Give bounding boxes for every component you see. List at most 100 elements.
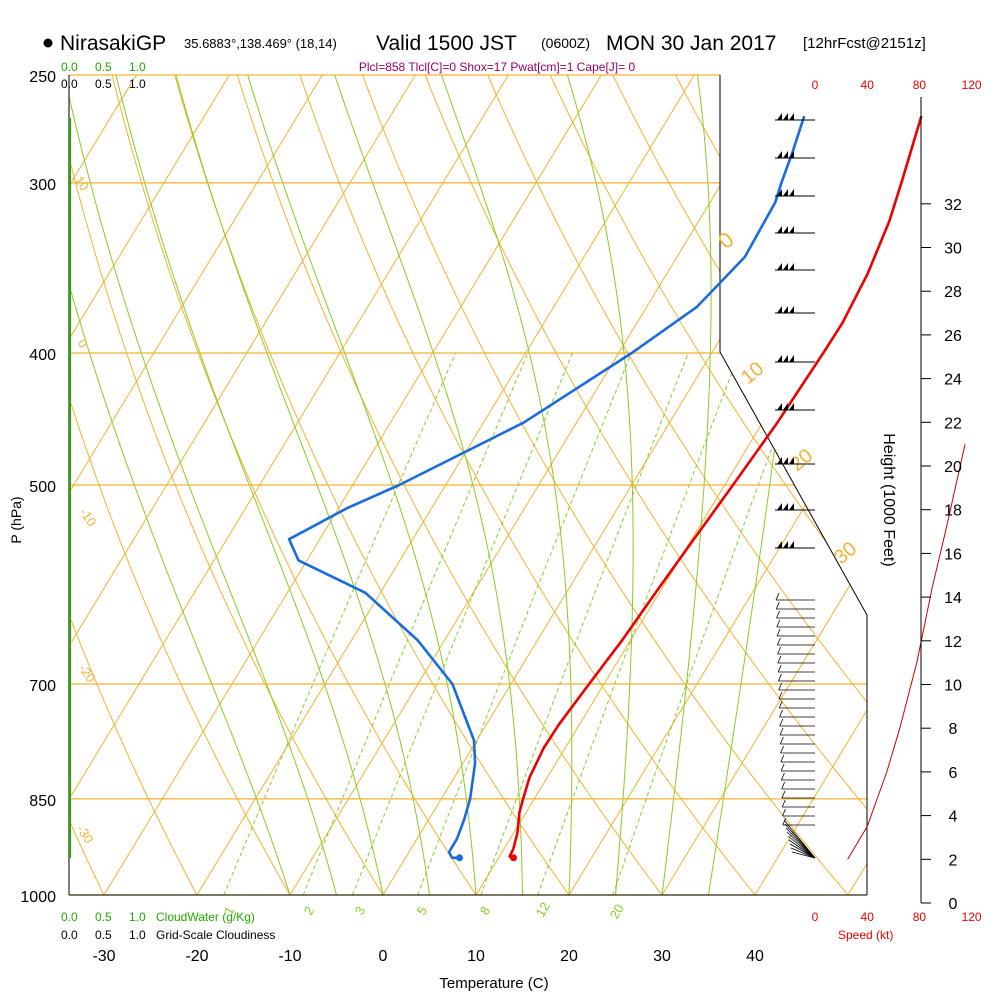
dry-adiabat-label: 30 [830,538,861,569]
moist-adiabat-line [175,75,430,895]
mixing-ratio-label: 20 [607,901,627,921]
wind-barb-tick [777,664,782,673]
dry-adiabat-line [69,75,384,895]
speed-tick-bottom: 80 [913,910,927,924]
wind-barb-tick [778,673,782,682]
wind-barb [790,847,816,859]
wind-barb-flag [783,113,788,120]
wind-barb-flag [777,403,782,410]
wind-barb-flag [783,403,788,410]
wind-barb-tick [780,754,785,763]
moist-adiabat-line [115,75,384,895]
dry-adiabat-label: 20 [786,445,817,476]
wind-barb-flag [789,113,794,120]
wind-barb-tick [782,808,786,817]
dry-adiabat-line [299,75,756,895]
pressure-tick-label: 500 [29,479,56,496]
speed-tick-bottom: 40 [861,910,875,924]
wind-barb-tick [777,655,782,664]
temperature-surface-dot [510,854,517,862]
wind-barb-tick [779,718,784,727]
temperature-tick-label: 10 [467,948,485,965]
temperature-profile-line [508,115,923,860]
dry-adiabat-label: 10 [737,358,768,389]
wind-barb-tick [775,592,780,601]
wind-barb-flag [783,355,788,362]
height-tick-label: 2 [949,852,958,869]
mixing-ratio-label: 5 [414,904,431,918]
temperature-tick-label: -20 [185,948,208,965]
wind-barb-tick [778,691,783,700]
mixing-ratio-line [351,352,573,895]
dry-adiabat-line [236,75,663,895]
height-axis-title: Height (1000 Feet) [880,433,897,566]
wind-barb-tick [777,646,781,655]
height-tick-label: 4 [949,809,958,826]
wind-barb-flag [777,151,782,158]
cloudiness-tick-top: 0.0 [61,77,78,91]
cloudwater-tick-bottom: 0.0 [61,910,78,924]
wind-barb [789,843,816,859]
temperature-tick-label: 40 [746,948,764,965]
height-tick-label: 10 [944,678,962,695]
wind-barb-flag [783,151,788,158]
plot-boundary [719,75,868,895]
cloudwater-label: CloudWater (g/Kg) [156,910,255,924]
station-name: NirasakiGP [60,32,166,55]
wind-barb-tick [778,682,783,691]
isotherm-label: 10 [72,173,93,193]
valid-zulu: (0600Z) [541,35,590,51]
stability-indices: Plcl=858 Tlcl[C]=0 Shox=17 Pwat[cm]=1 Ca… [359,60,636,74]
wind-barb-tick [780,745,784,754]
temperature-tick-label: -10 [278,948,301,965]
wind-barb-flag [777,189,782,196]
moist-adiabat-line [247,75,477,895]
dry-adiabat-line [549,75,867,895]
wind-barb-tick [776,619,781,628]
pressure-tick-label: 400 [29,347,56,364]
temperature-tick-label: -30 [92,948,115,965]
moist-adiabat-line [69,75,337,895]
wind-barb-tick [782,817,787,826]
cloudiness-tick-top: 1.0 [129,77,146,91]
speed-tick-top: 0 [812,78,819,92]
speed-tick-bottom: 120 [962,910,982,924]
mixing-ratio-line [417,352,632,895]
wind-barb-tick [776,610,780,619]
wind-barb-flag [777,355,782,362]
wind-barb-tick [778,700,783,709]
cloudiness-tick-bottom: 0.5 [95,928,112,942]
mixing-ratio-label: 3 [352,904,369,918]
moist-adiabat-line [566,75,634,895]
dry-adiabat-label: 0 [713,227,738,254]
wind-barb [787,835,816,859]
wind-barb-tick [781,799,786,808]
pressure-tick-label: 250 [29,69,56,86]
temperature-tick-label: 20 [560,948,578,965]
wind-barb [788,839,816,859]
wind-barb-flag [789,189,794,196]
height-tick-label: 12 [944,634,962,651]
dewpoint-surface-dot [456,854,463,862]
wind-barb-tick [780,763,785,772]
wind-barb-flag [777,457,782,464]
cloudiness-tick-top: 0.5 [95,77,112,91]
height-tick-label: 16 [944,546,962,563]
height-tick-label: 24 [944,372,962,389]
moist-adiabat-line [440,75,573,895]
height-tick-label: 32 [944,197,962,214]
wind-barb-tick [775,601,780,610]
wind-barb-flag [777,541,782,548]
isotherm-label: -10 [77,505,100,529]
mixing-ratio-label: 2 [301,904,318,918]
pressure-tick-label: 1000 [20,889,56,906]
wind-barb-flag [789,306,794,313]
mixing-ratio-line [480,352,689,895]
height-tick-label: 28 [944,284,962,301]
isotherm-label: -30 [74,822,97,846]
speed-tick-top: 80 [913,78,927,92]
wind-barb-flag [789,263,794,270]
